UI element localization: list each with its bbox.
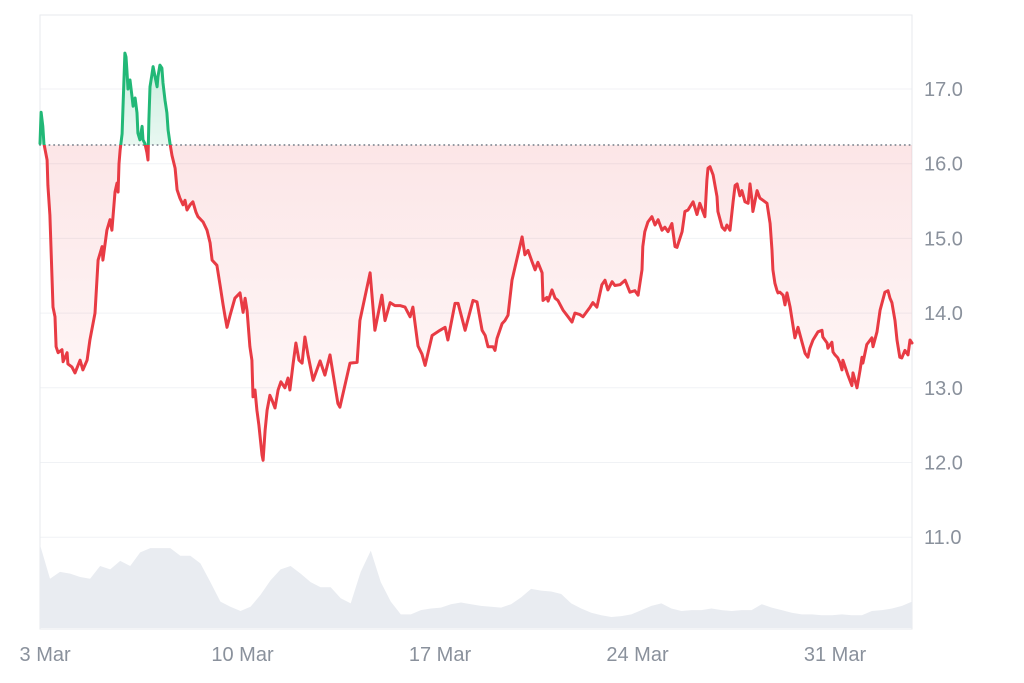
x-axis-label: 24 Mar bbox=[606, 644, 669, 666]
y-axis-label: 17.0 bbox=[924, 79, 963, 101]
y-axis-label: 14.0 bbox=[924, 303, 963, 325]
price-line-down bbox=[42, 145, 914, 462]
x-axis-label: 31 Mar bbox=[804, 644, 867, 666]
price-line-up bbox=[38, 51, 172, 146]
x-axis-label: 3 Mar bbox=[20, 644, 71, 666]
price-area-up bbox=[40, 53, 912, 146]
y-axis-label: 11.0 bbox=[924, 527, 961, 549]
y-axis-label: 12.0 bbox=[924, 453, 963, 475]
y-axis-label: 15.0 bbox=[924, 228, 963, 250]
x-axis-label: 10 Mar bbox=[211, 644, 274, 666]
x-axis-label: 17 Mar bbox=[409, 644, 472, 666]
y-axis-label: 13.0 bbox=[924, 378, 963, 400]
volume-area bbox=[40, 544, 912, 628]
y-axis-label: 16.0 bbox=[924, 154, 963, 176]
